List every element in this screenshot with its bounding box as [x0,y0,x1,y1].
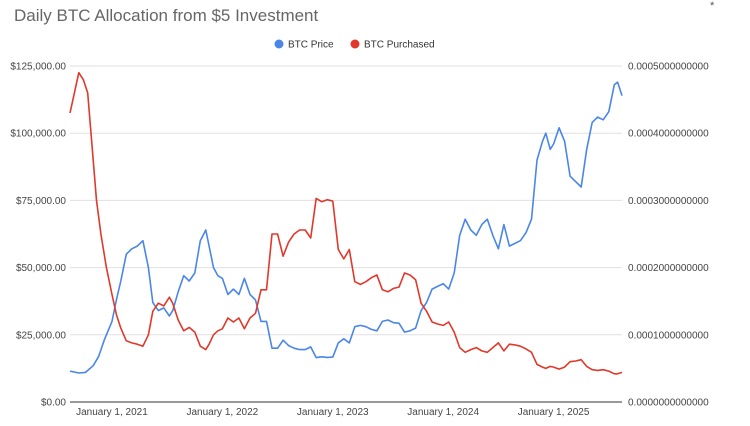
gridlines [70,65,622,403]
legend-label[interactable]: BTC Price [288,40,334,51]
x-tick-label: January 1, 2022 [186,407,258,418]
right-tick-label: 0.0001000000000 [628,330,709,341]
right-axis-ticks: 0.0000000000000 0.0001000000000 0.00020000… [628,62,709,409]
right-tick-label: 0.0002000000000 [628,263,709,274]
corner-mark: * [710,0,715,12]
legend-marker [274,39,284,49]
x-tick-label: January 1, 2024 [407,407,479,418]
right-tick-label: 0.0003000000000 [628,196,709,207]
x-tick-label: January 1, 2023 [297,407,369,418]
left-axis-ticks: $0.00 $25,000.00 $50,000.00 $75,000.00 $100,… [10,62,66,409]
series-layer [69,71,623,375]
left-tick-label: $25,000.00 [16,330,66,341]
series-line-btc-purchased [69,71,623,375]
left-tick-label: $125,000.00 [10,62,66,73]
x-tick-label: January 1, 2025 [518,407,590,418]
legend-label[interactable]: BTC Purchased [364,40,435,51]
legend[interactable]: BTC Price BTC Purchased [274,39,435,51]
series-line-btc-price [69,81,623,374]
left-tick-label: $100,000.00 [10,129,66,140]
chart-title: Daily BTC Allocation from $5 Investment [14,6,319,25]
right-tick-label: 0.0000000000000 [628,398,709,409]
x-tick-label: January 1, 2021 [76,407,148,418]
right-tick-label: 0.0005000000000 [628,62,709,73]
legend-marker [350,39,360,49]
x-axis-ticks: January 1, 2021 January 1, 2022 January 1,… [76,407,590,418]
right-tick-label: 0.0004000000000 [628,129,709,140]
left-tick-label: $75,000.00 [16,196,66,207]
left-tick-label: $50,000.00 [16,263,66,274]
left-tick-label: $0.00 [41,398,66,409]
